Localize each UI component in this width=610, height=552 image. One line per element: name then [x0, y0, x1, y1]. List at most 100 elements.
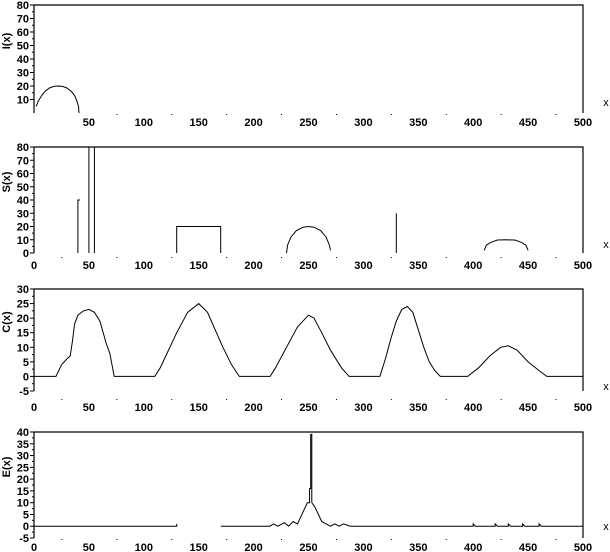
- x-axis-label: x: [603, 381, 609, 393]
- axis-frame: [33, 4, 584, 113]
- y-tick-label: 60: [17, 169, 29, 181]
- series-line-segment: [77, 199, 81, 253]
- x-minor-tick: [555, 257, 557, 258]
- x-minor-tick: [171, 539, 173, 540]
- x-axis-label: x: [603, 97, 609, 109]
- x-tick-label: 300: [354, 542, 372, 552]
- x-minor-tick: [445, 114, 447, 115]
- x-tick-label: 500: [574, 117, 592, 129]
- y-tick-label: 25: [17, 462, 29, 474]
- y-tick-label: 30: [17, 451, 29, 463]
- y-tick-label: 5: [23, 357, 29, 369]
- y-tick-label: 80: [17, 142, 29, 154]
- x-tick-label: 200: [244, 117, 262, 129]
- y-axis-label: E(x): [1, 456, 13, 477]
- y-axis-label: I(x): [1, 32, 13, 49]
- y-tick-label: 35: [17, 439, 29, 451]
- y-tick-label: 15: [17, 486, 29, 498]
- y-tick-label: 40: [17, 427, 29, 439]
- x-tick-label: 300: [354, 402, 372, 414]
- x-tick-label: 50: [83, 542, 95, 552]
- x-axis-label: x: [603, 521, 609, 533]
- y-tick-label: 30: [17, 68, 29, 80]
- x-tick-label: 450: [519, 402, 537, 414]
- y-axis-label: S(x): [1, 171, 13, 192]
- y-tick-label: 50: [17, 41, 29, 53]
- series-line-segment: [34, 302, 583, 377]
- x-tick-label: 50: [83, 402, 95, 414]
- x-tick-label: 150: [190, 260, 208, 272]
- x-tick-label: 300: [354, 117, 372, 129]
- x-minor-tick: [116, 399, 118, 400]
- x-minor-tick: [61, 257, 63, 258]
- x-tick-label: 150: [190, 402, 208, 414]
- x-minor-tick: [281, 539, 283, 540]
- x-tick-label: 400: [464, 260, 482, 272]
- x-minor-tick: [116, 114, 118, 115]
- x-tick-label: 500: [574, 402, 592, 414]
- series-line-segment: [176, 226, 222, 253]
- x-minor-tick: [390, 257, 392, 258]
- x-minor-tick: [226, 257, 228, 258]
- y-tick-label: 50: [17, 182, 29, 194]
- axis-frame: [33, 431, 584, 538]
- x-tick-label: 50: [83, 117, 95, 129]
- y-tick-label: 20: [17, 81, 29, 93]
- y-tick-label: 40: [17, 54, 29, 66]
- x-tick-label: 150: [190, 117, 208, 129]
- y-tick-label: 30: [17, 284, 29, 296]
- y-tick-label: 20: [17, 313, 29, 325]
- x-tick-label: 350: [409, 117, 427, 129]
- x-minor-tick: [171, 114, 173, 115]
- x-tick-label: 450: [519, 117, 537, 129]
- x-minor-tick: [281, 114, 283, 115]
- x-minor-tick: [390, 399, 392, 400]
- y-tick-label: 0: [23, 248, 29, 260]
- series-line-segment: [34, 523, 178, 527]
- x-tick-label: 100: [135, 117, 153, 129]
- x-minor-tick: [116, 539, 118, 540]
- y-tick-label: 10: [17, 95, 29, 107]
- axis-frame: [33, 288, 584, 391]
- x-tick-label: 350: [409, 402, 427, 414]
- series-line-segment: [35, 85, 80, 114]
- x-minor-tick: [500, 399, 502, 400]
- x-tick-label: 450: [519, 260, 537, 272]
- x-minor-tick: [335, 257, 337, 258]
- y-tick-label: -5: [19, 386, 29, 398]
- y-tick-label: 70: [17, 14, 29, 26]
- series-line-segment: [220, 433, 583, 527]
- x-tick-label: 250: [299, 260, 317, 272]
- x-tick-label: 200: [244, 402, 262, 414]
- y-tick-label: 10: [17, 235, 29, 247]
- y-tick-label: 70: [17, 155, 29, 167]
- x-minor-tick: [335, 114, 337, 115]
- y-tick-label: 0: [23, 521, 29, 533]
- y-tick-label: 80: [17, 0, 29, 12]
- x-tick-label: 100: [135, 260, 153, 272]
- x-tick-label: 100: [135, 542, 153, 552]
- y-tick-label: 20: [17, 474, 29, 486]
- x-tick-label: 300: [354, 260, 372, 272]
- y-tick-label: 60: [17, 27, 29, 39]
- x-minor-tick: [500, 114, 502, 115]
- x-minor-tick: [555, 539, 557, 540]
- x-tick-label: 400: [464, 117, 482, 129]
- x-tick-label: 150: [190, 542, 208, 552]
- y-tick-label: 25: [17, 299, 29, 311]
- x-tick-label: 0: [31, 260, 37, 272]
- x-minor-tick: [335, 539, 337, 540]
- y-tick-label: 40: [17, 195, 29, 207]
- x-minor-tick: [61, 539, 63, 540]
- x-tick-label: 350: [409, 542, 427, 552]
- x-tick-label: 400: [464, 542, 482, 552]
- x-minor-tick: [555, 114, 557, 115]
- x-minor-tick: [445, 539, 447, 540]
- x-tick-label: 200: [244, 260, 262, 272]
- x-tick-label: 250: [299, 542, 317, 552]
- axis-frame: [33, 146, 584, 253]
- x-minor-tick: [500, 257, 502, 258]
- x-tick-label: 0: [31, 542, 37, 552]
- y-tick-label: 30: [17, 208, 29, 220]
